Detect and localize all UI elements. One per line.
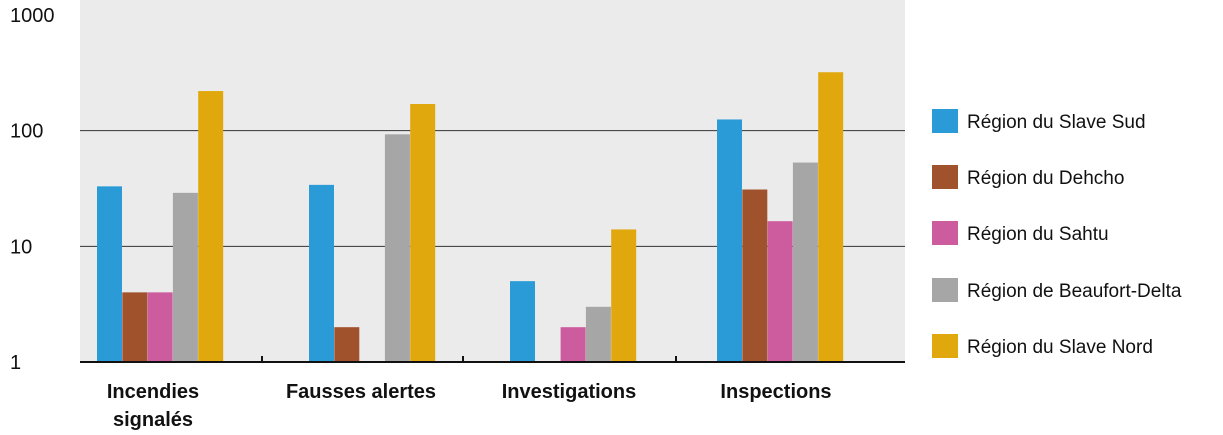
y-tick-label: 1 — [10, 352, 21, 374]
legend-label: Région de Beaufort-Delta — [967, 281, 1182, 302]
bar — [585, 306, 611, 362]
bar — [97, 186, 122, 362]
bar — [147, 292, 173, 362]
bar — [767, 221, 793, 362]
legend-swatch — [932, 221, 958, 245]
legend-swatch — [932, 165, 958, 189]
y-tick-label: 10 — [10, 236, 32, 258]
y-tick-label: 1000 — [10, 5, 55, 27]
bar — [198, 91, 224, 362]
bar — [510, 281, 535, 362]
bar — [410, 104, 436, 362]
bar — [717, 119, 742, 363]
x-tick-label: Inspections — [720, 381, 831, 403]
bar — [742, 189, 768, 362]
legend-swatch — [932, 109, 958, 133]
bar — [172, 192, 198, 362]
x-tick-label: Incendies signalés — [107, 381, 199, 431]
legend-swatch — [932, 334, 958, 358]
bar — [611, 229, 637, 362]
legend-label: Région du Slave Sud — [967, 112, 1146, 133]
legend-label: Région du Slave Nord — [967, 337, 1153, 358]
legend-label: Région du Dehcho — [967, 168, 1124, 189]
bar — [792, 162, 818, 362]
bar — [334, 327, 360, 362]
bar — [818, 72, 844, 362]
x-tick-label: Investigations — [502, 381, 636, 403]
bar — [560, 327, 586, 362]
x-tick-label: Fausses alertes — [286, 381, 436, 403]
bar — [309, 184, 334, 362]
bar — [122, 292, 148, 362]
y-tick-label: 100 — [10, 121, 43, 143]
bar — [384, 134, 410, 362]
legend-swatch — [932, 278, 958, 302]
legend-label: Région du Sahtu — [967, 224, 1109, 245]
